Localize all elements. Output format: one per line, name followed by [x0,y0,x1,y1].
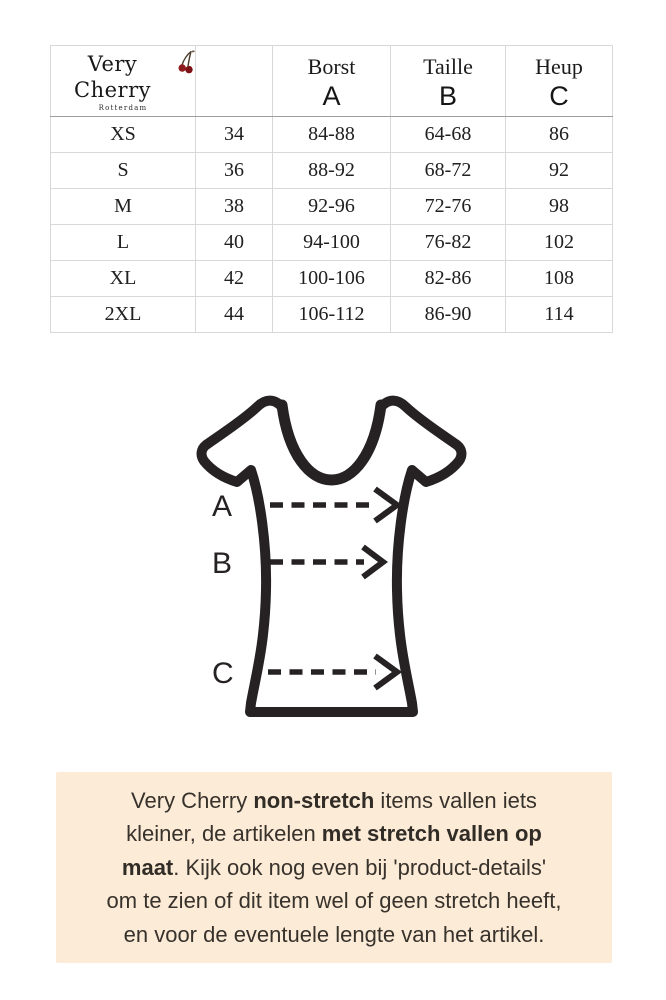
label-hip-c: C [212,657,234,690]
tshirt-icon: A B C [196,395,467,717]
borst-value: 88-92 [272,152,391,189]
label-waist-b: B [212,547,232,580]
header-taille: Taille B [390,45,506,117]
arrowhead-c-icon [373,653,403,691]
eu-size: 36 [195,152,273,189]
tshirt-measurement-diagram: A B C [170,385,500,735]
table-header-row: Very Cherry Rott [50,45,613,117]
stretch-note-box: Very Cherry non-stretch items vallen iet… [56,772,612,963]
table-row: L 40 94-100 76-82 102 [50,224,613,261]
borst-value: 92-96 [272,188,391,225]
table-row: M 38 92-96 72-76 98 [50,188,613,225]
header-taille-letter: B [438,81,457,111]
heup-value: 98 [505,188,613,225]
size-label: XS [50,116,196,153]
tshirt-outline [196,395,467,717]
note-line: om te zien of dit item wel of geen stret… [106,888,562,914]
note-line: Very Cherry non-stretch items vallen iet… [131,787,537,813]
taille-value: 86-90 [390,296,506,333]
header-taille-title: Taille [423,54,473,79]
brand-logo-cell: Very Cherry Rott [50,45,196,117]
header-heup-title: Heup [535,54,583,79]
header-borst-title: Borst [307,54,356,79]
eu-size: 42 [195,260,273,297]
taille-value: 72-76 [390,188,506,225]
note-line: en voor de eventuele lengte van het arti… [123,921,545,947]
size-label: L [50,224,196,261]
note-line: kleiner, de artikelen met stretch vallen… [126,821,542,847]
table-row: S 36 88-92 68-72 92 [50,152,613,189]
borst-value: 106-112 [272,296,391,333]
header-heup: Heup C [505,45,613,117]
size-table: Very Cherry Rott [50,45,613,333]
header-heup-letter: C [549,81,569,111]
table-row: XS 34 84-88 64-68 86 [50,116,613,153]
heup-value: 86 [505,116,613,153]
label-chest-a: A [212,490,232,523]
cherry-icon [178,49,195,80]
brand-subtitle: Rotterdam [98,103,148,112]
note-line: maat. Kijk ook nog even bij 'product-det… [121,854,547,880]
size-label: XL [50,260,196,297]
arrowhead-a-icon [373,486,403,524]
borst-value: 100-106 [272,260,391,297]
header-borst-letter: A [322,81,341,111]
header-borst: Borst A [272,45,391,117]
table-row: XL 42 100-106 82-86 108 [50,260,613,297]
eu-size-header-cell [195,45,273,117]
eu-size: 34 [195,116,273,153]
heup-value: 114 [505,296,613,333]
size-label: M [50,188,196,225]
brand-logo-text: Very Cherry [74,51,151,102]
size-chart-section: Very Cherry Rott [50,45,613,333]
eu-size: 38 [195,188,273,225]
borst-value: 84-88 [272,116,391,153]
taille-value: 82-86 [390,260,506,297]
size-label: 2XL [50,296,196,333]
heup-value: 108 [505,260,613,297]
arrowhead-b-icon [361,544,388,580]
heup-value: 102 [505,224,613,261]
eu-size: 44 [195,296,273,333]
tshirt-neckband [276,399,387,486]
taille-value: 68-72 [390,152,506,189]
taille-value: 64-68 [390,116,506,153]
table-row: 2XL 44 106-112 86-90 114 [50,296,613,333]
borst-value: 94-100 [272,224,391,261]
size-label: S [50,152,196,189]
eu-size: 40 [195,224,273,261]
taille-value: 76-82 [390,224,506,261]
heup-value: 92 [505,152,613,189]
